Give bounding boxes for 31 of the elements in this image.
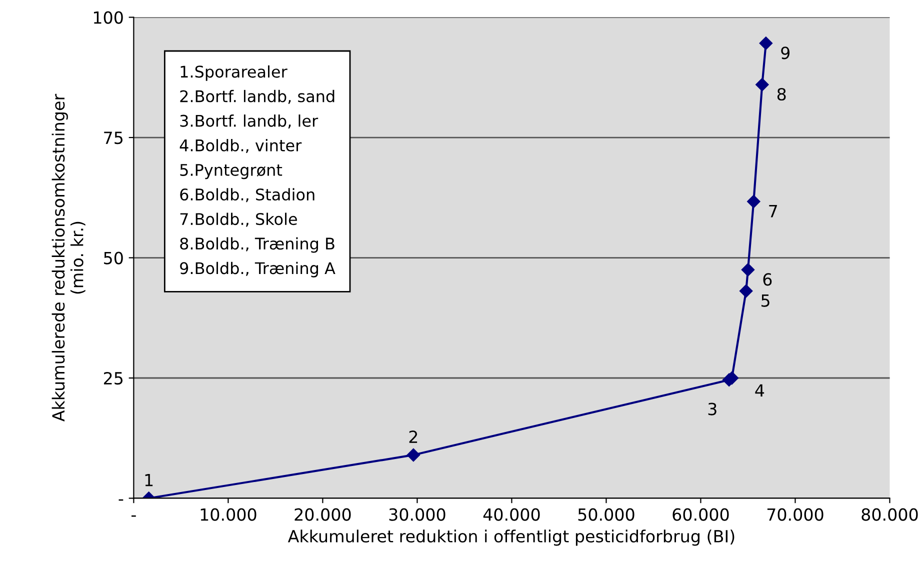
annotation: 7 [769, 205, 777, 218]
y-tick-label: 100 [94, 11, 123, 24]
x-axis-title: Akkumuleret reduktion i offentligt pesticidforbrug (BI) [288, 530, 734, 546]
annotation: 2 [409, 430, 418, 443]
x-tick-label: 20.000 [294, 508, 351, 521]
y-tick-label: 75 [104, 132, 123, 144]
y-axis-title: Akkumulerede reduktionsomkostninger (mio. kr.) [52, 94, 86, 422]
point [406, 448, 420, 462]
annotation: 1 [145, 474, 153, 486]
x-tick-label: 10.000 [200, 508, 256, 521]
y-tick-label: 25 [104, 372, 123, 385]
annotation: 6 [763, 273, 772, 286]
point [756, 78, 769, 92]
text: 1.Sporarealer 2.Bortf. landb, sand 3.Bortf. landb, ler 4.Boldb., vinter 5.Pyntegrønt 6.Boldb., Stadion 7.Boldb., Skole 8.Boldb., Træning B 9.Boldb., Træning A [180, 65, 336, 278]
point [739, 284, 753, 298]
x-tick-label: 50.000 [578, 508, 634, 521]
y-tick-label: 50 [104, 252, 123, 264]
point [741, 263, 755, 276]
point [747, 194, 760, 208]
annotation: 3 [708, 402, 716, 416]
annotation: 4 [755, 384, 764, 396]
x-tick-label: 80.000 [862, 508, 918, 521]
x-tick-label: 70.000 [767, 508, 824, 521]
x-tick-label: 40.000 [483, 508, 540, 521]
x-tick-label: 60.000 [672, 508, 729, 521]
annotation: 5 [762, 294, 770, 307]
annotation: 8 [777, 88, 786, 101]
point [759, 36, 773, 50]
annotation: 9 [781, 46, 790, 60]
x-tick-label: 30.000 [389, 508, 446, 521]
y-tick-label: - [118, 499, 124, 501]
